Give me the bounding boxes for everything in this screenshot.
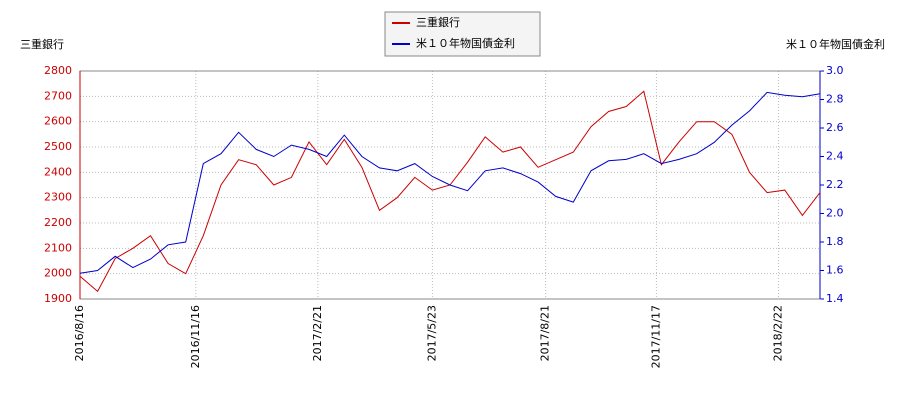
y-tick-label: 2300 <box>44 191 72 204</box>
x-tick-label: 2017/2/21 <box>311 305 324 361</box>
y-tick-label: 2000 <box>44 267 72 280</box>
y2-tick-label: 1.6 <box>826 264 844 277</box>
y-tick-label: 2800 <box>44 64 72 77</box>
data-line <box>79 91 821 274</box>
x-tick-label: 2017/8/21 <box>539 305 552 361</box>
y-tick-label: 2200 <box>44 216 72 229</box>
y-tick-label: 2600 <box>44 115 72 128</box>
legend-label: 米１０年物国債金利 <box>416 36 515 50</box>
legend-box <box>384 11 541 57</box>
x-tick-label: 2016/11/16 <box>189 305 202 368</box>
y-tick-label: 2700 <box>44 89 72 102</box>
y2-tick-label: 2.0 <box>826 207 844 220</box>
y2-tick-label: 1.4 <box>826 292 844 305</box>
x-tick-label: 2017/5/23 <box>425 305 438 361</box>
x-tick-label: 2017/11/17 <box>649 305 662 368</box>
y2-tick-label: 2.2 <box>826 178 844 191</box>
y2-tick-label: 2.6 <box>826 121 844 134</box>
y2-tick-label: 2.8 <box>826 93 844 106</box>
y2-tick-label: 1.8 <box>826 235 844 248</box>
x-tick-label: 2016/8/16 <box>73 305 86 361</box>
y-axis-title: 三重銀行 <box>20 37 64 51</box>
y-tick-label: 2400 <box>44 165 72 178</box>
x-tick-label: 2018/2/22 <box>771 305 784 361</box>
y-tick-label: 2100 <box>44 241 72 254</box>
y2-tick-label: 2.4 <box>826 150 844 163</box>
y2-tick-label: 3.0 <box>826 64 844 77</box>
y-tick-label: 2500 <box>44 140 72 153</box>
y-tick-label: 1900 <box>44 292 72 305</box>
legend-label: 三重銀行 <box>416 15 460 29</box>
y2-axis-title: 米１０年物国債金利 <box>786 37 885 51</box>
